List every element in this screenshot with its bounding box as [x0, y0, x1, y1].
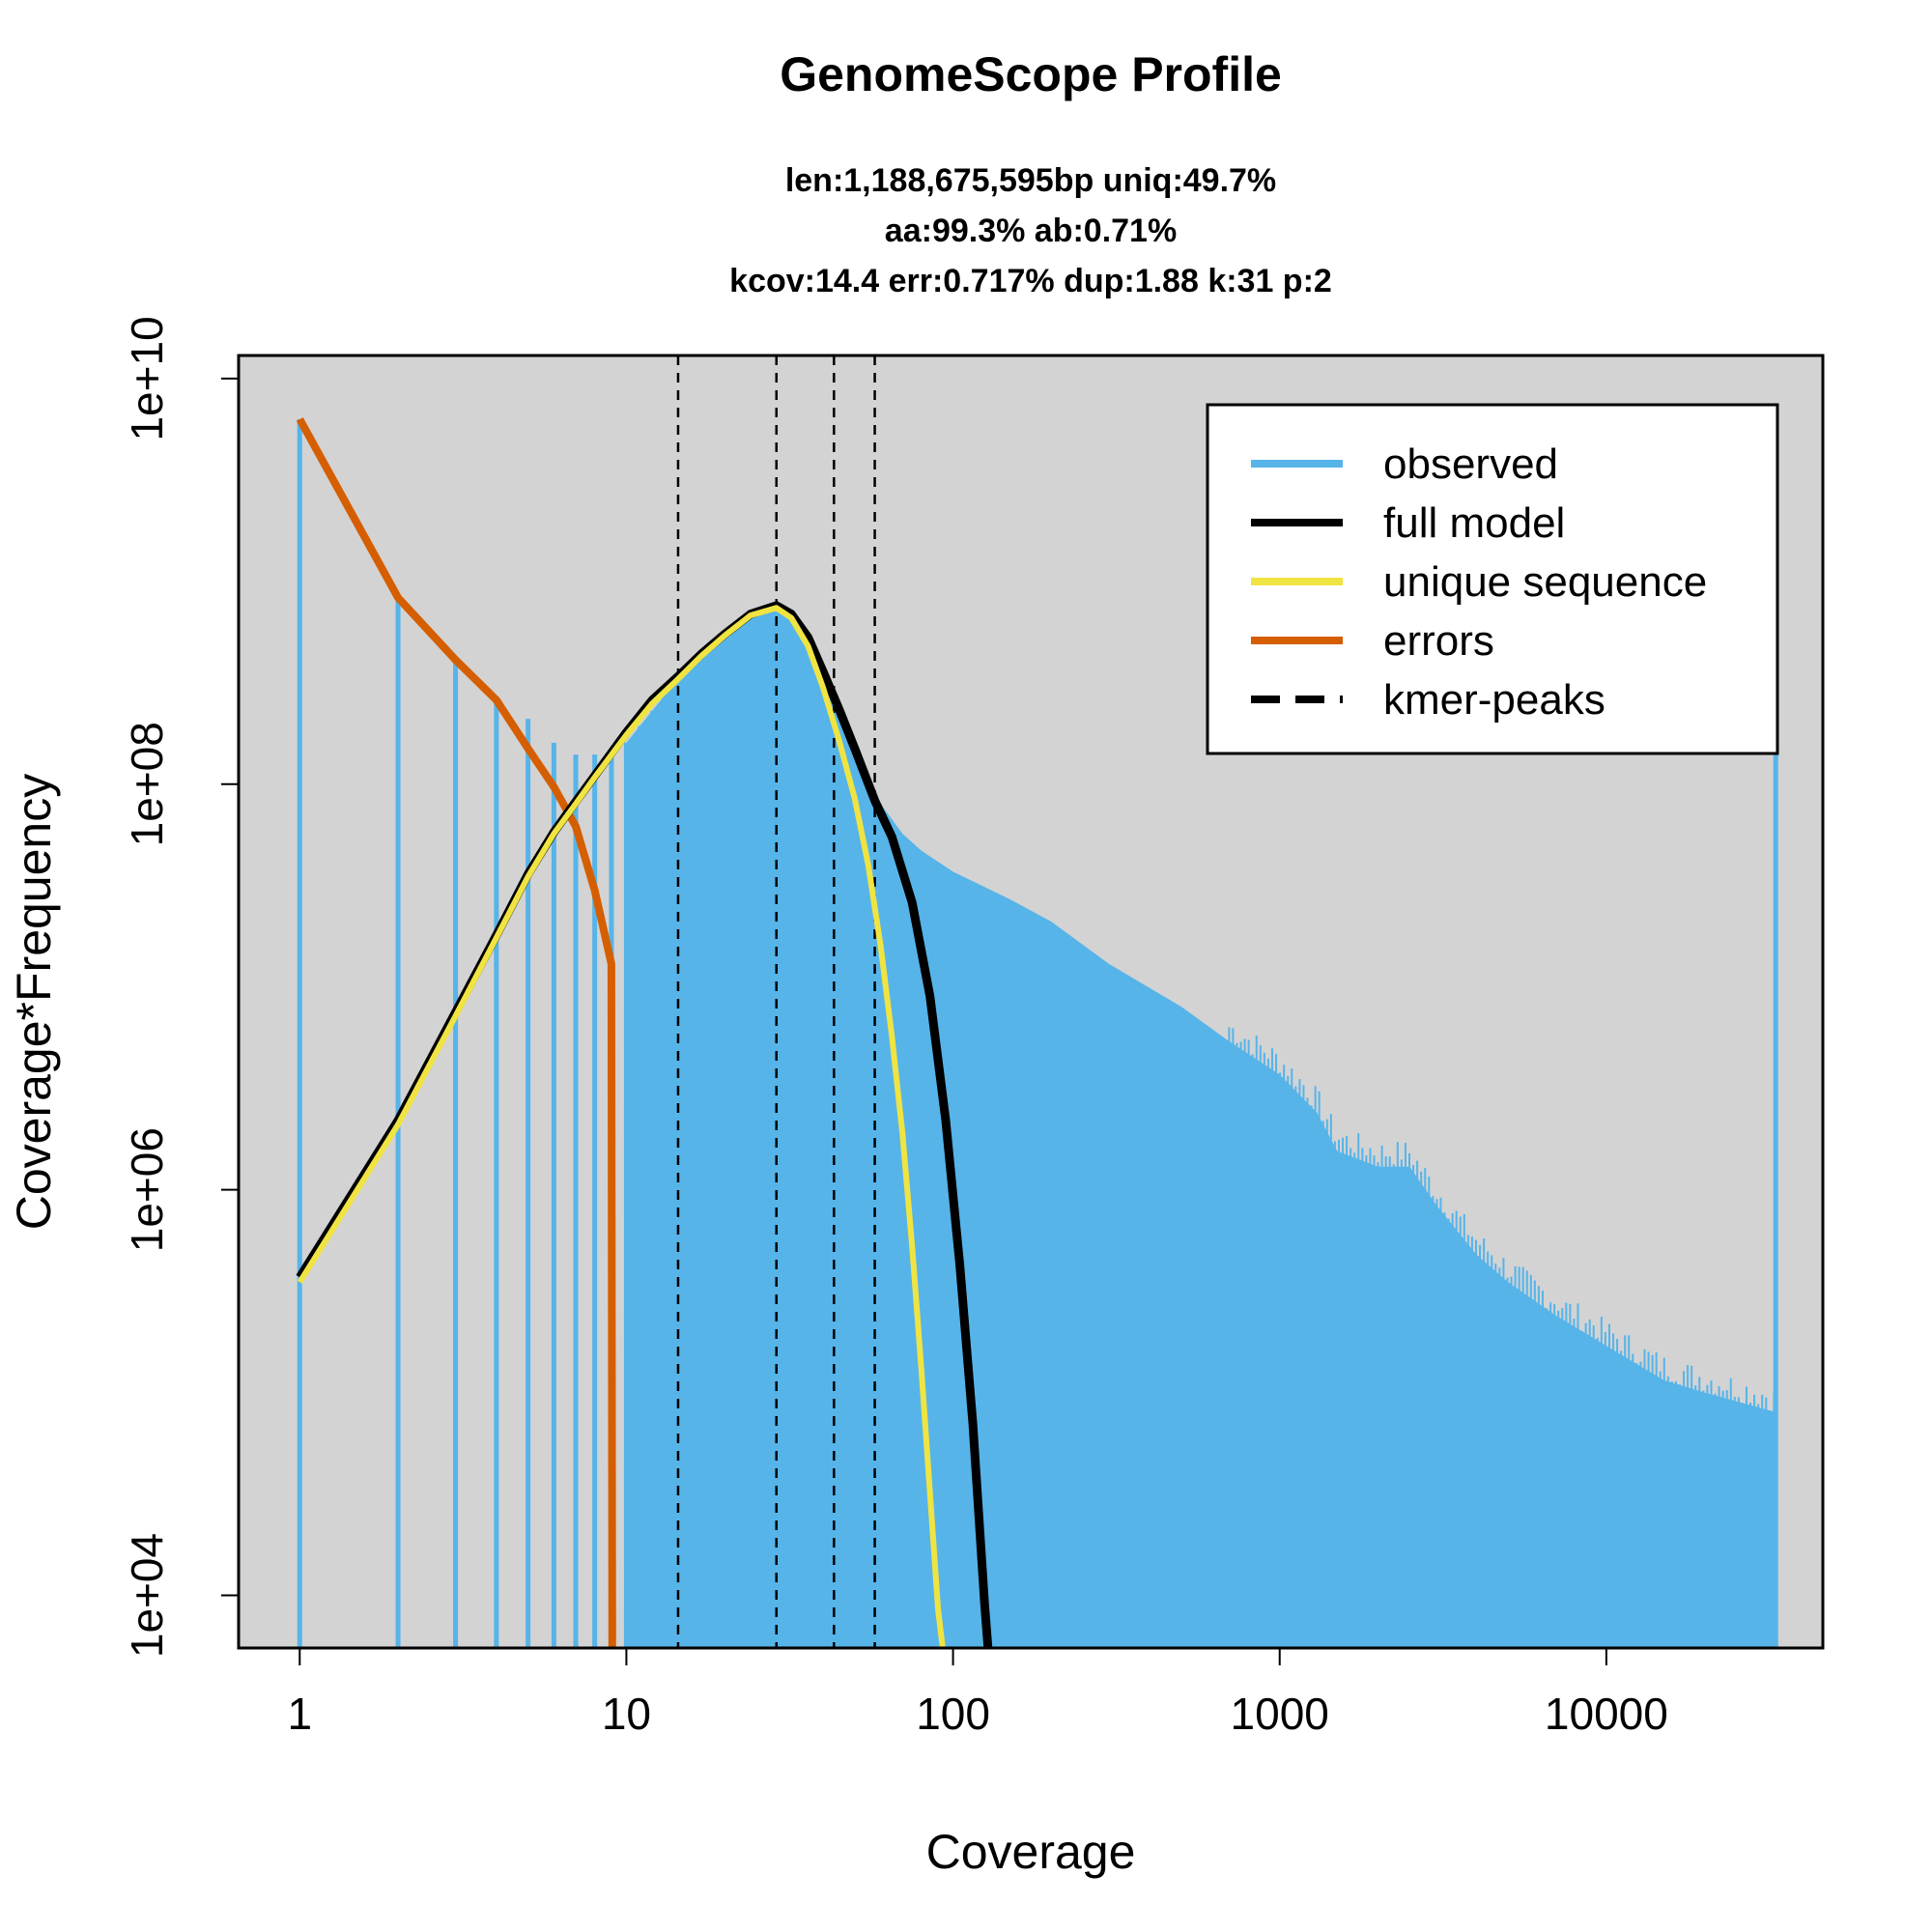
chart-subtitle-line-3: kcov:14.4 err:0.717% dup:1.88 k:31 p:2: [729, 263, 1332, 299]
x-tick-label: 10: [602, 1689, 651, 1739]
legend-label-3: unique sequence: [1383, 558, 1707, 606]
x-tick-label: 1000: [1231, 1689, 1329, 1739]
chart-title: GenomeScope Profile: [780, 47, 1282, 101]
legend-label-1: observed: [1383, 440, 1558, 488]
model-curves: [296, 417, 993, 1648]
y-tick-label: 1e+10: [122, 316, 172, 440]
y-axis: 1e+04 1e+06 1e+08 1e+10: [122, 316, 240, 1658]
x-tick-label: 100: [916, 1689, 990, 1739]
y-axis-title: Coverage*Frequency: [7, 774, 61, 1231]
x-tick-label: 1: [287, 1689, 312, 1739]
kmer-peaks-series: [676, 355, 876, 1648]
errors-line: [296, 417, 616, 1648]
legend: observed full model unique sequence errors k…: [1206, 403, 1779, 755]
x-axis: 1 10 100 1000 10000: [287, 1647, 1668, 1739]
x-tick-label: 10000: [1545, 1689, 1668, 1739]
unique-sequence-line: [297, 605, 946, 1648]
chart-subtitle-line-2: aa:99.3% ab:0.71%: [885, 213, 1177, 249]
legend-label-2: full model: [1383, 499, 1565, 547]
y-tick-label: 1e+06: [122, 1127, 172, 1252]
x-axis-title: Coverage: [926, 1825, 1136, 1879]
legend-label-4: errors: [1383, 617, 1494, 665]
y-tick-label: 1e+04: [122, 1533, 172, 1658]
legend-label-5: kmer-peaks: [1383, 676, 1605, 724]
chart-subtitle-line-1: len:1,188,675,595bp uniq:49.7%: [785, 162, 1276, 199]
y-tick-label: 1e+08: [122, 722, 172, 846]
